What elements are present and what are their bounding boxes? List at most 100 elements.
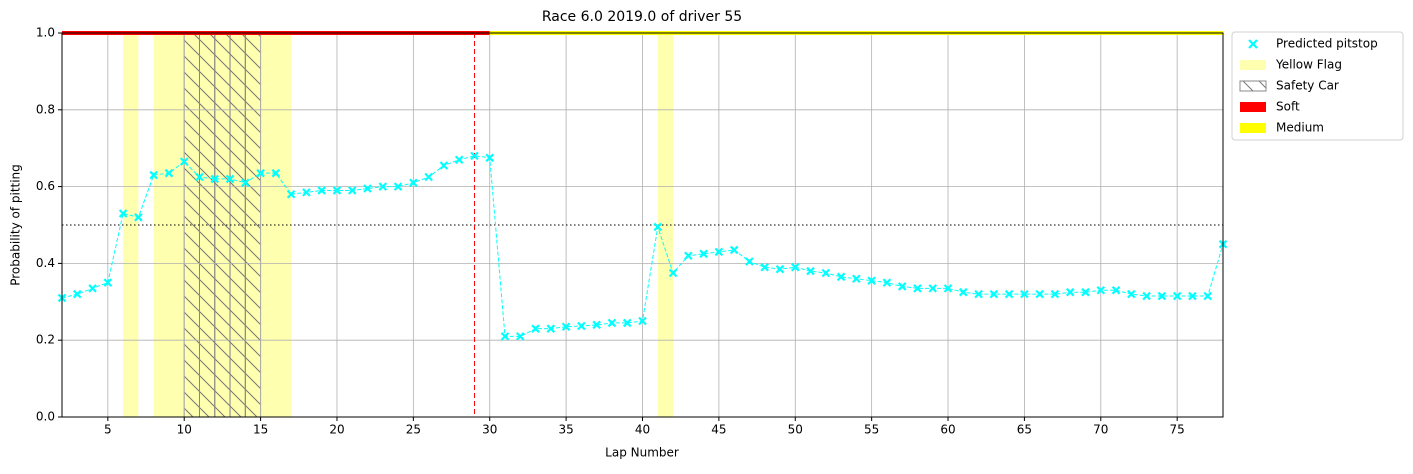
- point-marker: [1065, 287, 1075, 297]
- point-marker: [1172, 291, 1182, 301]
- legend-marker: [1248, 39, 1258, 49]
- y-axis-label: Probability of pitting: [9, 164, 23, 286]
- legend-label: Medium: [1276, 121, 1324, 135]
- x-tick-label: 55: [864, 423, 879, 437]
- point-marker: [72, 289, 82, 299]
- point-marker: [286, 190, 296, 199]
- point-marker: [1188, 291, 1197, 301]
- point-marker: [470, 151, 479, 161]
- yellow-flag-span: [657, 33, 674, 417]
- y-tick-label: 0.6: [36, 179, 55, 193]
- legend-label: Predicted pitstop: [1276, 37, 1378, 51]
- legend-swatch: [1239, 80, 1267, 92]
- point-marker: [302, 188, 311, 197]
- x-tick-label: 50: [788, 423, 803, 437]
- point-marker: [1050, 289, 1060, 299]
- point-marker: [1096, 286, 1106, 295]
- point-marker: [317, 186, 326, 195]
- point-marker: [500, 332, 510, 341]
- x-tick-label: 25: [406, 423, 421, 437]
- point-marker: [546, 324, 556, 333]
- y-tick-label: 0.8: [36, 102, 55, 116]
- point-marker: [989, 289, 999, 299]
- point-marker: [592, 320, 601, 330]
- x-tick-label: 70: [1093, 423, 1108, 437]
- point-marker: [149, 170, 158, 180]
- point-marker: [378, 182, 388, 191]
- point-marker: [607, 318, 617, 328]
- point-marker: [439, 161, 449, 170]
- legend-swatch: [1240, 102, 1266, 112]
- point-marker: [882, 278, 892, 287]
- point-marker: [1111, 286, 1121, 295]
- legend-swatch: [1240, 60, 1266, 70]
- point-marker: [424, 172, 433, 182]
- point-marker: [959, 287, 968, 297]
- y-tick-label: 1.0: [36, 26, 55, 40]
- point-marker: [363, 184, 372, 193]
- point-marker: [409, 178, 418, 188]
- point-marker: [729, 245, 739, 255]
- y-tick-label: 0.2: [36, 333, 55, 347]
- point-marker: [1081, 287, 1090, 297]
- x-tick-label: 45: [711, 423, 726, 437]
- point-marker: [1203, 291, 1212, 301]
- x-tick-label: 30: [482, 423, 497, 437]
- x-tick-label: 5: [104, 423, 112, 437]
- point-marker: [1142, 291, 1151, 301]
- point-marker: [332, 186, 342, 195]
- point-marker: [943, 284, 953, 293]
- point-marker: [684, 251, 693, 260]
- x-tick-label: 75: [1170, 423, 1185, 437]
- point-marker: [836, 272, 846, 282]
- point-marker: [699, 249, 708, 259]
- point-marker: [134, 213, 143, 222]
- point-marker: [1127, 289, 1136, 299]
- point-marker: [103, 278, 113, 287]
- point-marker: [806, 266, 815, 276]
- x-tick-label: 40: [635, 423, 650, 437]
- point-marker: [531, 324, 540, 333]
- y-tick-label: 0.0: [36, 410, 55, 424]
- point-marker: [714, 247, 724, 257]
- point-marker: [164, 168, 174, 178]
- point-marker: [1020, 289, 1029, 299]
- point-marker: [821, 268, 831, 278]
- point-marker: [516, 332, 525, 341]
- point-marker: [913, 284, 922, 293]
- legend-box: [1231, 31, 1404, 141]
- point-marker: [852, 274, 861, 284]
- point-marker: [88, 284, 97, 293]
- point-marker: [561, 322, 571, 332]
- x-tick-label: 35: [558, 423, 573, 437]
- point-marker: [974, 289, 983, 299]
- legend-label: Soft: [1276, 100, 1300, 114]
- point-marker: [1004, 289, 1014, 299]
- point-marker: [256, 168, 265, 178]
- x-tick-label: 20: [329, 423, 344, 437]
- point-marker: [790, 262, 800, 272]
- point-marker: [668, 268, 678, 278]
- point-marker: [1157, 291, 1167, 301]
- point-marker: [897, 282, 907, 291]
- x-tick-label: 15: [253, 423, 268, 437]
- legend-label: Yellow Flag: [1275, 58, 1342, 72]
- x-axis-label: Lap Number: [605, 446, 679, 460]
- point-marker: [775, 264, 785, 274]
- point-marker: [638, 316, 647, 326]
- x-tick-label: 60: [940, 423, 955, 437]
- point-marker: [760, 262, 769, 272]
- point-marker: [577, 321, 586, 331]
- legend-swatch: [1240, 123, 1266, 133]
- point-marker: [1035, 289, 1044, 299]
- point-marker: [118, 209, 128, 218]
- point-marker: [347, 186, 357, 195]
- point-marker: [225, 174, 235, 184]
- point-marker: [928, 284, 938, 293]
- point-marker: [393, 182, 403, 191]
- point-marker: [485, 153, 495, 163]
- point-marker: [195, 172, 204, 182]
- point-marker: [454, 155, 464, 164]
- point-marker: [867, 276, 876, 285]
